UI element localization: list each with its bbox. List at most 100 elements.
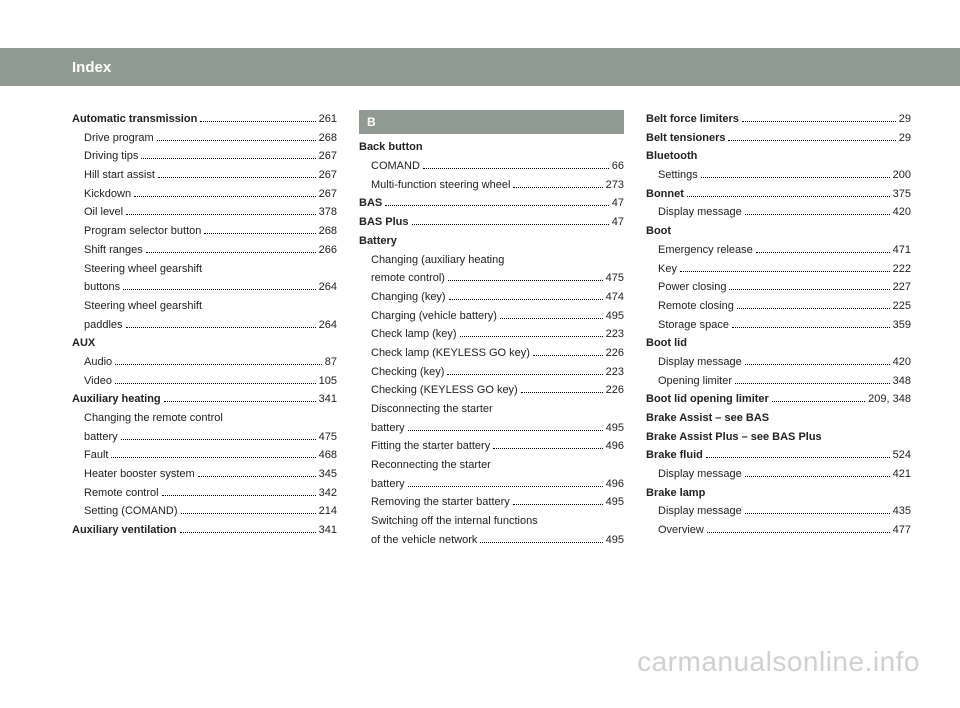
leader-dots [732,319,890,328]
entry-label: Opening limiter [658,372,732,391]
leader-dots [146,244,316,253]
leader-dots [408,422,603,431]
index-entry: Audio87 [72,353,337,372]
entry-label: Reconnecting the starter [371,459,491,471]
leader-dots [680,263,890,272]
leader-dots [126,319,316,328]
entry-label: Power closing [658,278,726,297]
index-entry-continuation: Disconnecting the starter [359,400,624,419]
index-entry: Checking (key) 223 [359,363,624,382]
index-entry: Program selector button268 [72,222,337,241]
entry-page: 47 [612,194,624,213]
index-entry-continuation: Changing (auxiliary heating [359,251,624,270]
entry-page: 495 [606,531,624,550]
entry-page: 475 [319,428,337,447]
index-entry: Hill start assist267 [72,166,337,185]
entry-label: Multi-function steering wheel [371,176,510,195]
leader-dots [460,328,603,337]
entry-page: 375 [893,185,911,204]
index-entry: Key222 [646,260,911,279]
entry-page: 268 [319,129,337,148]
entry-label: Switching off the internal functions [371,515,538,527]
leader-dots [737,300,890,309]
entry-label: COMAND [371,157,420,176]
entry-page: 468 [319,446,337,465]
entry-label: Display message [658,203,742,222]
index-entry-continuation: Steering wheel gearshift [72,260,337,279]
index-entry-continuation: Switching off the internal functions [359,512,624,531]
leader-dots [115,356,322,365]
index-entry: Display message 420 [646,353,911,372]
entry-page: 214 [319,502,337,521]
leader-dots [701,169,890,178]
entry-page: 267 [319,147,337,166]
entry-page: 273 [606,176,624,195]
entry-label: Fitting the starter battery [371,437,490,456]
index-column-3: Belt force limiters29Belt tensioners29Bl… [646,110,911,550]
entry-label: Overview [658,521,704,540]
leader-dots [123,281,316,290]
leader-dots [126,207,316,216]
index-entry: Fault468 [72,446,337,465]
entry-page: 226 [606,344,624,363]
index-entry: Fitting the starter battery 496 [359,437,624,456]
index-entry: Changing (key)474 [359,288,624,307]
index-entry: BAS 47 [359,194,624,213]
leader-dots [423,160,609,169]
index-entry: Oil level378 [72,203,337,222]
index-entry: Video105 [72,372,337,391]
index-entry: Driving tips267 [72,147,337,166]
entry-label: Display message [658,353,742,372]
entry-page: 420 [893,203,911,222]
index-entry: Charging (vehicle battery)495 [359,307,624,326]
index-entry: Removing the starter battery495 [359,493,624,512]
entry-label: Removing the starter battery [371,493,510,512]
index-entry: Auxiliary ventilation 341 [72,521,337,540]
leader-dots [772,394,865,403]
leader-dots [198,468,316,477]
leader-dots [756,244,890,253]
entry-label: Check lamp (key) [371,325,457,344]
entry-page: 200 [893,166,911,185]
entry-page: 420 [893,353,911,372]
index-entry-continuation: Reconnecting the starter [359,456,624,475]
entry-page: 264 [319,278,337,297]
entry-label: Auxiliary ventilation [72,521,177,540]
index-header-entry: Boot lid [646,334,911,353]
entry-label: Boot lid [646,334,687,353]
index-entry: battery496 [359,475,624,494]
entry-page: 359 [893,316,911,335]
entry-label: Remote closing [658,297,734,316]
entry-label: buttons [84,278,120,297]
index-entry: Multi-function steering wheel 273 [359,176,624,195]
leader-dots [745,356,890,365]
entry-page: 477 [893,521,911,540]
entry-label: Brake Assist – see BAS [646,409,769,428]
leader-dots [706,450,890,459]
index-entry: Heater booster system345 [72,465,337,484]
index-entry: Boot lid opening limiter209, 348 [646,390,911,409]
index-text-entry: Brake Assist Plus – see BAS Plus [646,428,911,447]
entry-page: 223 [606,363,624,382]
index-entry: Auxiliary heating341 [72,390,337,409]
section-letter: B [359,110,624,134]
entry-page: 341 [319,390,337,409]
entry-page: 264 [319,316,337,335]
entry-label: Steering wheel gearshift [84,300,202,312]
leader-dots [493,441,602,450]
index-entry: Shift ranges266 [72,241,337,260]
index-entry: paddles264 [72,316,337,335]
entry-label: Key [658,260,677,279]
entry-label: Disconnecting the starter [371,403,493,415]
entry-label: Checking (key) [371,363,444,382]
entry-page: 378 [319,203,337,222]
leader-dots [162,487,316,496]
entry-page: 496 [606,437,624,456]
entry-label: BAS [359,194,382,213]
entry-page: 261 [319,110,337,129]
entry-page: 341 [319,521,337,540]
leader-dots [500,310,603,319]
entry-label: BAS Plus [359,213,409,232]
leader-dots [164,394,316,403]
leader-dots [707,524,890,533]
